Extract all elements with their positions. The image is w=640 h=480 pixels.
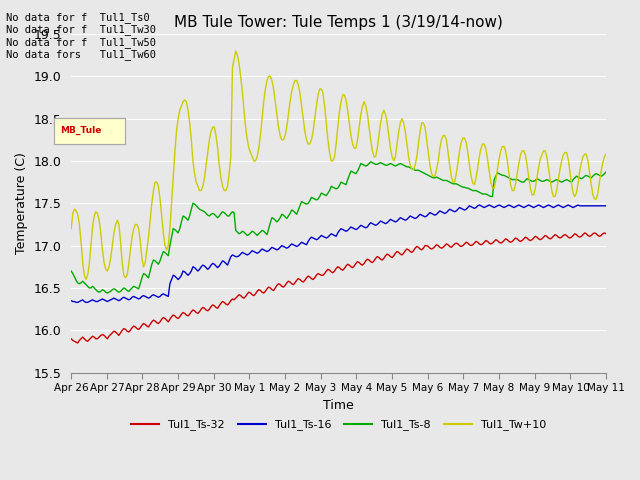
Text: No data for f  Tul1_Ts0
No data for f  Tul1_Tw30
No data for f  Tul1_Tw50
No dat: No data for f Tul1_Ts0 No data for f Tul… (6, 12, 156, 60)
Text: MB_Tule: MB_Tule (60, 126, 101, 135)
X-axis label: Time: Time (323, 398, 354, 412)
Y-axis label: Temperature (C): Temperature (C) (15, 152, 28, 254)
Legend: Tul1_Ts-32, Tul1_Ts-16, Tul1_Ts-8, Tul1_Tw+10: Tul1_Ts-32, Tul1_Ts-16, Tul1_Ts-8, Tul1_… (127, 415, 550, 435)
Title: MB Tule Tower: Tule Temps 1 (3/19/14-now): MB Tule Tower: Tule Temps 1 (3/19/14-now… (174, 15, 503, 30)
